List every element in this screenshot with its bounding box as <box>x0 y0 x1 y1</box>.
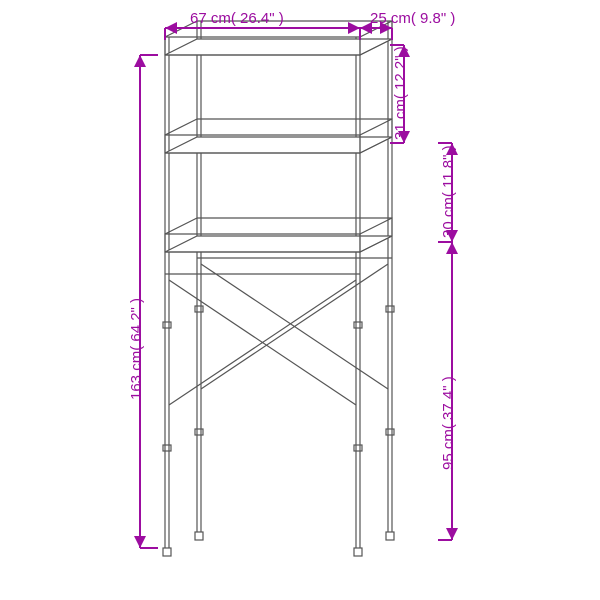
dim-depth-25: 25 cm( 9.8" ) <box>370 10 455 27</box>
dimension-diagram <box>0 0 600 600</box>
shelf-product <box>163 21 394 556</box>
dim-height-163: 163 cm( 64.2" ) <box>128 298 145 400</box>
dim-gap-30: 30 cm( 11.8" ) <box>440 145 457 238</box>
dim-gap-95: 95 cm( 37.4" ) <box>440 376 457 470</box>
dim-width-67: 67 cm( 26.4" ) <box>190 10 284 27</box>
dim-gap-31: 31 cm( 12.2" ) <box>392 46 409 140</box>
